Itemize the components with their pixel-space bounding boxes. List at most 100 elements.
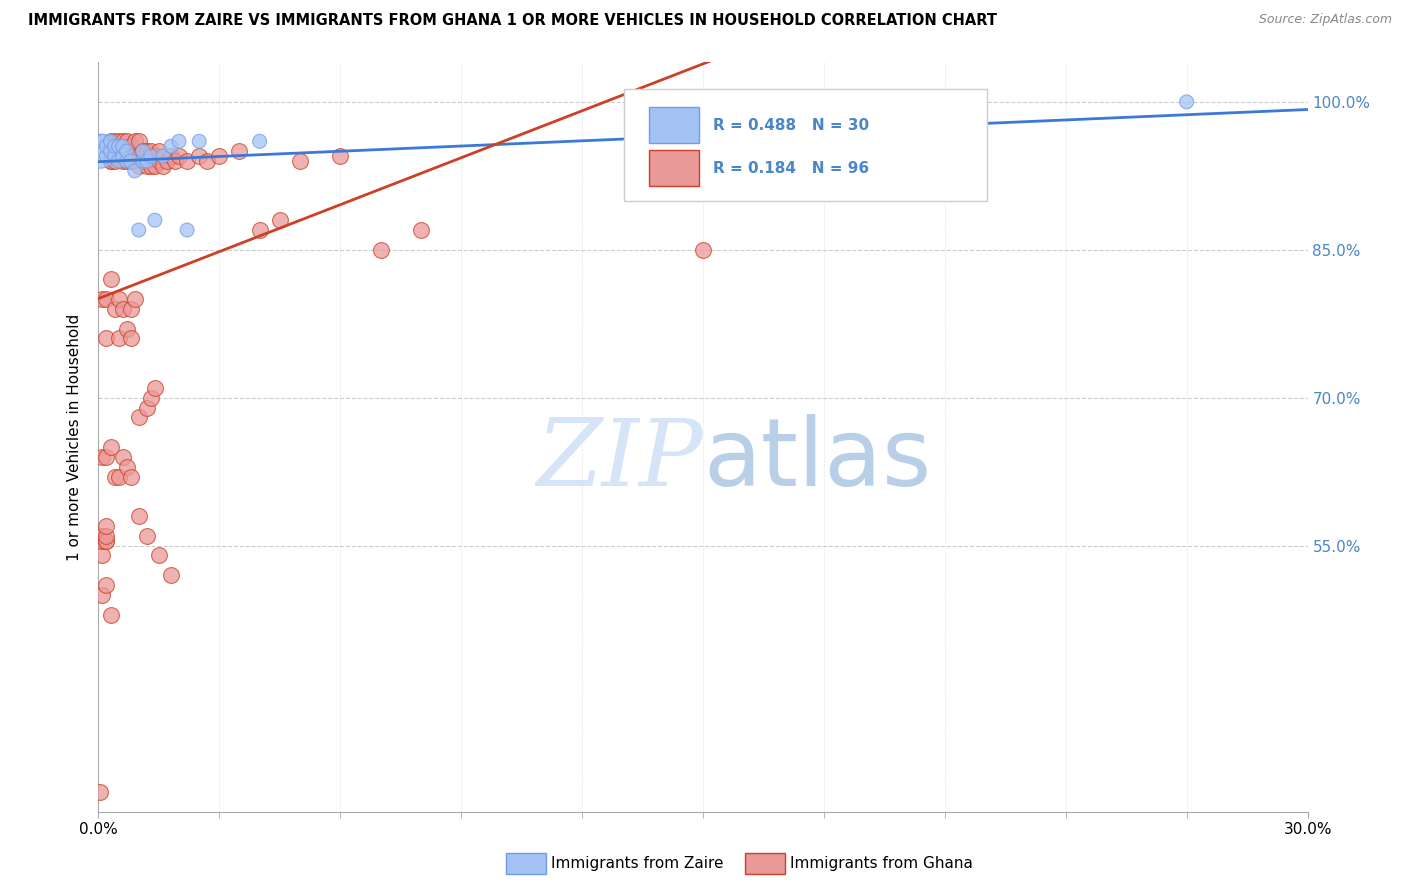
Point: [115, 459, 138, 474]
Point: [111, 134, 134, 148]
Point: [111, 450, 134, 464]
Text: Immigrants from Ghana: Immigrants from Ghana: [790, 856, 973, 871]
Point: [152, 149, 174, 163]
Point: [96, 533, 118, 548]
Point: [115, 144, 138, 158]
Point: [89, 144, 111, 158]
Point: [107, 149, 129, 163]
Point: [160, 149, 183, 163]
Point: [132, 144, 155, 158]
Point: [124, 149, 146, 163]
Point: [249, 134, 271, 148]
Point: [115, 154, 138, 169]
Point: [107, 139, 129, 153]
Point: [100, 134, 122, 148]
Point: [176, 154, 198, 169]
Point: [128, 149, 150, 163]
Point: [143, 159, 166, 173]
Point: [143, 381, 166, 395]
Point: [96, 578, 118, 592]
Point: [115, 149, 138, 163]
Point: [143, 213, 166, 227]
Point: [120, 139, 142, 153]
Point: [135, 144, 157, 158]
Point: [139, 149, 162, 163]
Point: [107, 154, 129, 169]
Point: [120, 469, 142, 483]
Point: [692, 243, 714, 257]
Point: [132, 154, 155, 169]
Point: [107, 144, 129, 158]
Point: [91, 533, 114, 548]
Point: [167, 134, 190, 148]
Point: [103, 154, 125, 169]
Point: [103, 134, 125, 148]
FancyBboxPatch shape: [624, 88, 987, 201]
Point: [124, 292, 146, 306]
Point: [128, 159, 150, 173]
Point: [195, 154, 218, 169]
Point: [1175, 95, 1198, 109]
Point: [115, 321, 138, 335]
Point: [148, 144, 170, 158]
Point: [100, 144, 122, 158]
Point: [135, 401, 157, 415]
Point: [111, 144, 134, 158]
Point: [139, 159, 162, 173]
Point: [91, 588, 114, 602]
Point: [107, 331, 129, 345]
Point: [249, 223, 271, 237]
Point: [100, 149, 122, 163]
Point: [370, 243, 392, 257]
Point: [139, 391, 162, 405]
Text: Source: ZipAtlas.com: Source: ZipAtlas.com: [1258, 13, 1392, 27]
Point: [96, 533, 118, 548]
Point: [100, 154, 122, 169]
Point: [132, 154, 155, 169]
Point: [89, 785, 111, 799]
Point: [103, 469, 125, 483]
Point: [135, 529, 157, 543]
Point: [107, 469, 129, 483]
Point: [111, 301, 134, 316]
Point: [167, 149, 190, 163]
Point: [135, 154, 157, 169]
Point: [148, 549, 170, 563]
Point: [96, 518, 118, 533]
Point: [120, 149, 142, 163]
Point: [120, 331, 142, 345]
Point: [103, 301, 125, 316]
Point: [100, 154, 122, 169]
Point: [91, 450, 114, 464]
Point: [100, 134, 122, 148]
Point: [128, 508, 150, 523]
Point: [91, 549, 114, 563]
Point: [139, 144, 162, 158]
Point: [288, 154, 311, 169]
Point: [269, 213, 291, 227]
Point: [100, 440, 122, 454]
Point: [96, 331, 118, 345]
Point: [100, 607, 122, 622]
Point: [103, 149, 125, 163]
Point: [96, 292, 118, 306]
Point: [329, 149, 352, 163]
Text: Immigrants from Zaire: Immigrants from Zaire: [551, 856, 724, 871]
Point: [124, 154, 146, 169]
Point: [228, 144, 250, 158]
Point: [111, 154, 134, 169]
Bar: [648, 107, 699, 144]
Point: [96, 529, 118, 543]
Point: [115, 154, 138, 169]
Point: [103, 139, 125, 153]
Point: [188, 149, 211, 163]
Text: atlas: atlas: [703, 414, 931, 506]
Point: [100, 139, 122, 153]
Point: [152, 159, 174, 173]
Point: [91, 134, 114, 148]
Point: [107, 292, 129, 306]
Point: [160, 139, 183, 153]
Point: [96, 139, 118, 153]
Point: [128, 223, 150, 237]
Point: [111, 149, 134, 163]
